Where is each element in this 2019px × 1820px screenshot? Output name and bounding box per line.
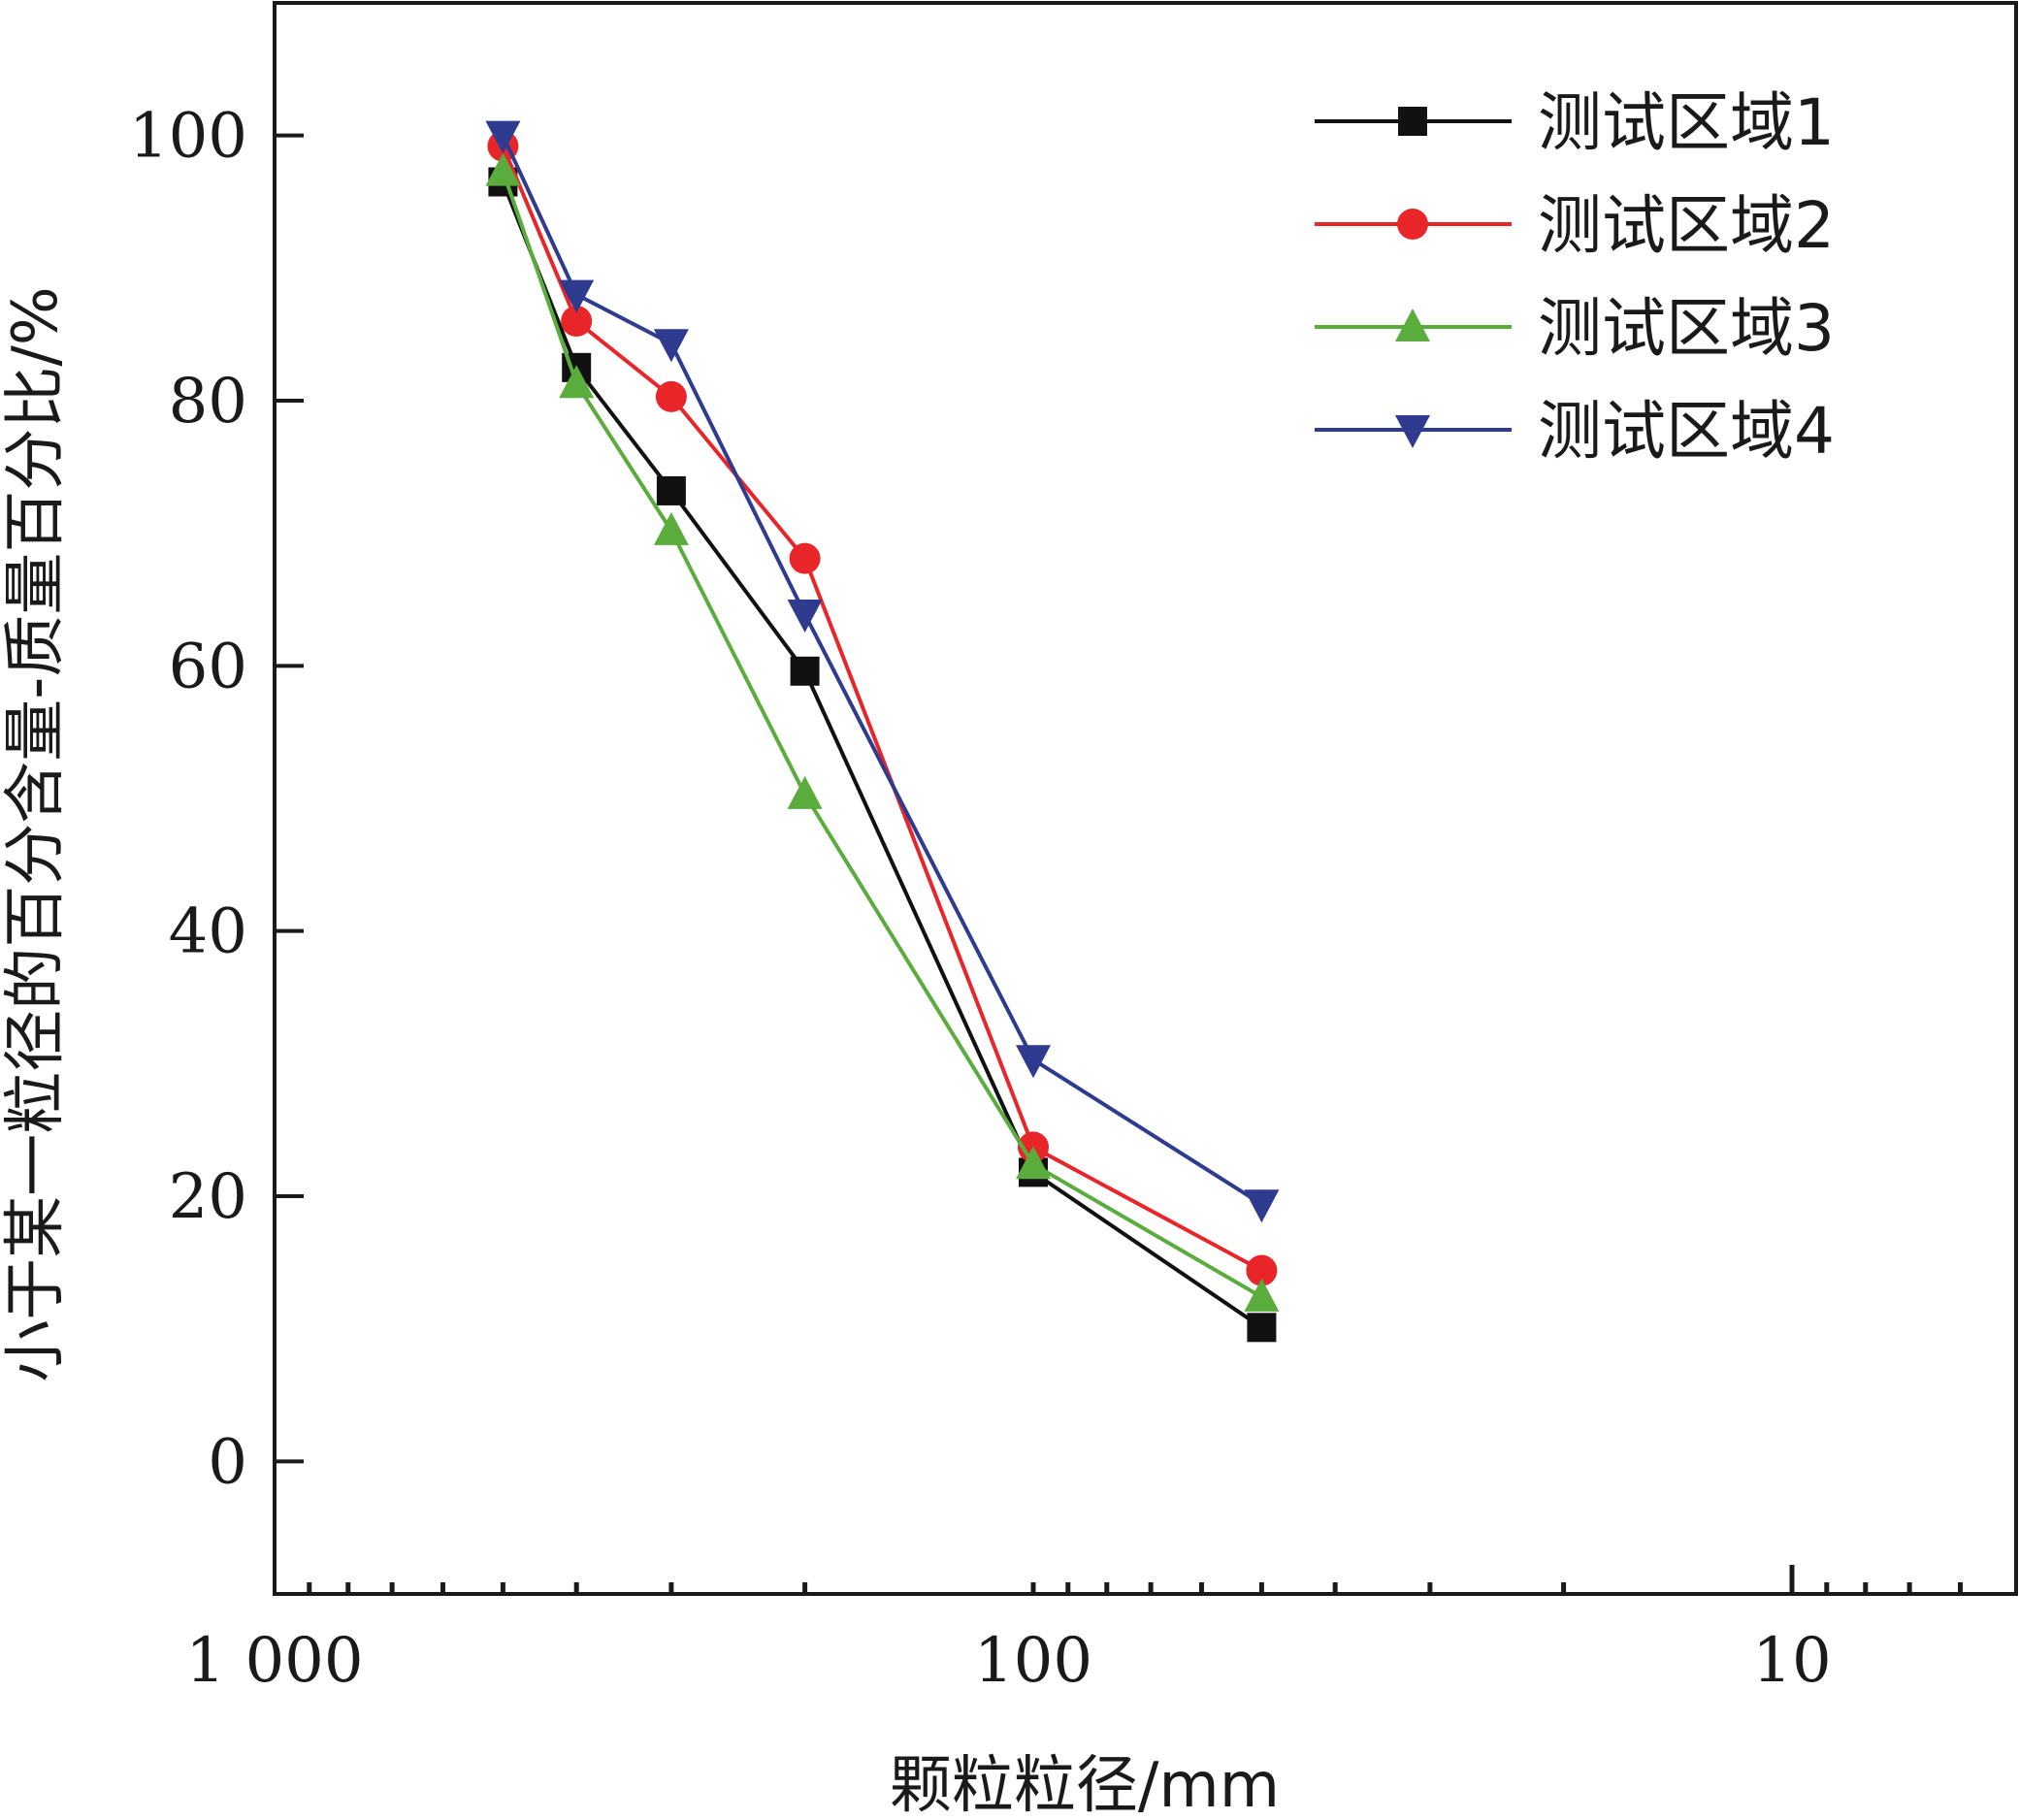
legend-label: 测试区域4 [1538,394,1835,469]
y-tick-label: 80 [169,366,247,438]
data-point [1397,209,1428,240]
data-point [1244,1189,1280,1223]
y-axis-title: 小于某一粒径的百分含量-质量百分比/% [0,286,72,1381]
y-tick-label: 60 [169,631,247,702]
legend-item-2: 测试区域2 [1315,188,1835,263]
legend-label: 测试区域3 [1538,291,1835,366]
legend-item-1: 测试区域1 [1315,85,1835,160]
y-tick-label: 40 [169,896,247,968]
data-point [561,306,593,337]
data-point [1247,1313,1277,1343]
data-point [787,600,823,634]
y-tick-label: 0 [208,1426,247,1498]
x-minor-ticks [307,1565,1963,1594]
series-line [501,180,1263,1329]
data-point [655,380,687,412]
data-point [1395,415,1430,448]
data-point [1398,107,1427,136]
y-tick-label: 100 [129,101,247,173]
y-tick-label: 20 [169,1161,247,1233]
data-point [653,511,689,545]
data-point [1246,1254,1278,1286]
series-3 [485,152,1280,1312]
x-tick-label: 10 [1752,1625,1831,1697]
data-point [559,279,595,313]
data-point [559,365,595,399]
x-axis-title: 颗粒粒径/mm [890,1750,1280,1820]
series-line [501,134,1263,1206]
plot-frame [273,1,2018,1596]
data-point [787,775,823,809]
data-point [1244,1278,1280,1312]
data-point [653,329,689,363]
x-tick-label: 100 [974,1625,1092,1697]
legend-item-3: 测试区域3 [1315,291,1835,366]
y-major-ticks [275,133,304,1464]
legend-label: 测试区域2 [1538,188,1835,263]
legend-item-4: 测试区域4 [1315,394,1835,469]
data-point [485,152,521,186]
series-4 [485,120,1280,1223]
data-point [1016,1146,1051,1180]
legend-label: 测试区域1 [1538,85,1835,160]
series-layer [485,120,1280,1343]
data-point [1395,309,1430,341]
data-point [485,120,521,154]
series-2 [487,130,1278,1286]
data-point [656,475,686,505]
series-line [501,170,1263,1299]
data-point [1016,1045,1051,1079]
data-point [789,542,821,574]
tick-labels: 0 20 40 60 80 100 1 000 100 10 [129,101,1832,1697]
legend: 测试区域1 测试区域2 测试区域3 测试区域4 [1315,85,1835,469]
data-point [790,656,820,686]
x-tick-label: 1 000 [185,1625,363,1697]
